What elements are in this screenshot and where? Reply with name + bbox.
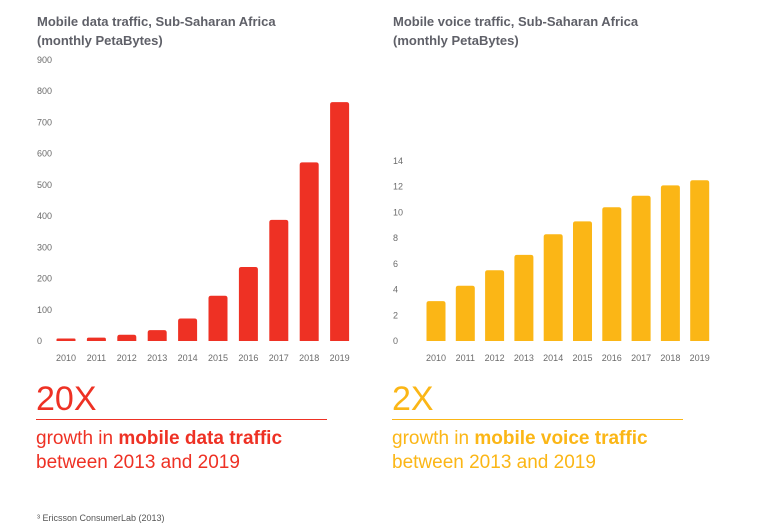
voice-x-tick-label: 2017 xyxy=(631,353,651,363)
voice-x-tick-label: 2015 xyxy=(572,353,592,363)
data-chart: 0 100 200 300 400 500 600 700 800 900 2010 2011 2012… xyxy=(37,55,350,363)
data-y-tick-label: 0 xyxy=(37,336,42,346)
data-y-tick-label: 500 xyxy=(37,180,52,190)
data-bar-2014 xyxy=(178,318,198,341)
voice-bar-2019 xyxy=(690,180,710,341)
voice-bar-2017 xyxy=(631,195,651,341)
data-x-tick-label: 2018 xyxy=(299,353,319,363)
data-x-tick-label: 2017 xyxy=(269,353,289,363)
voice-bar-2010 xyxy=(426,301,446,341)
data-y-tick-label: 700 xyxy=(37,117,52,127)
data-caption-prefix: growth in xyxy=(36,428,119,449)
voice-callout-divider xyxy=(392,419,683,420)
voice-bar-2018 xyxy=(660,185,680,341)
voice-chart-title-line1: Mobile voice traffic, Sub-Saharan Africa xyxy=(393,14,639,29)
voice-y-tick-label: 6 xyxy=(393,259,398,269)
voice-x-tick-label: 2014 xyxy=(543,353,563,363)
data-x-tick-label: 2014 xyxy=(178,353,198,363)
voice-x-tick-label: 2016 xyxy=(602,353,622,363)
data-y-tick-label: 900 xyxy=(37,55,52,65)
data-callout-divider xyxy=(36,419,327,420)
voice-bar-2015 xyxy=(573,221,592,341)
data-bar-2010 xyxy=(56,338,76,341)
voice-bar-2013 xyxy=(514,254,534,341)
voice-caption-highlight: mobile voice traffic xyxy=(474,428,648,449)
data-y-tick-label: 200 xyxy=(37,274,52,284)
voice-chart-title-line2: (monthly PetaBytes) xyxy=(393,33,519,48)
footnote: ³ Ericsson ConsumerLab (2013) xyxy=(37,513,165,523)
data-x-tick-label: 2013 xyxy=(147,353,167,363)
voice-y-tick-label: 0 xyxy=(393,336,398,346)
voice-y-tick-label: 8 xyxy=(393,233,398,243)
voice-chart-title: Mobile voice traffic, Sub-Saharan Africa… xyxy=(393,12,638,50)
voice-x-tick-label: 2011 xyxy=(456,353,475,363)
data-x-tick-label: 2011 xyxy=(87,353,106,363)
voice-growth-caption: growth in mobile voice traffic between 2… xyxy=(392,427,648,475)
data-bar-2018 xyxy=(299,162,319,341)
data-y-tick-label: 400 xyxy=(37,211,52,221)
voice-bar-2011 xyxy=(455,285,475,341)
data-y-tick-label: 300 xyxy=(37,242,52,252)
data-x-tick-label: 2016 xyxy=(238,353,258,363)
data-bar-2017 xyxy=(269,219,289,341)
data-caption-line2: between 2013 and 2019 xyxy=(36,452,240,473)
data-y-tick-label: 800 xyxy=(37,86,52,96)
voice-x-tick-label: 2010 xyxy=(426,353,446,363)
data-x-tick-label: 2019 xyxy=(330,353,350,363)
voice-y-tick-label: 12 xyxy=(393,182,403,192)
data-bar-2013 xyxy=(147,330,167,341)
data-growth-multiplier: 20X xyxy=(36,380,97,418)
voice-bar-2014 xyxy=(543,234,563,341)
voice-growth-multiplier: 2X xyxy=(392,380,434,418)
voice-bar-2016 xyxy=(602,207,622,341)
voice-y-tick-label: 2 xyxy=(393,310,398,320)
data-caption-highlight: mobile data traffic xyxy=(118,428,283,449)
voice-chart: 0 2 4 6 8 10 12 14 2010 2011 2012 2013 2014 2015 2016 2… xyxy=(393,156,710,363)
data-chart-title-line1: Mobile data traffic, Sub-Saharan Africa xyxy=(37,14,276,29)
voice-x-tick-label: 2013 xyxy=(514,353,534,363)
data-y-tick-label: 100 xyxy=(37,305,52,315)
data-x-tick-label: 2015 xyxy=(208,353,228,363)
data-y-tick-label: 600 xyxy=(37,149,52,159)
data-growth-caption: growth in mobile data traffic between 20… xyxy=(36,427,282,475)
data-bar-2016 xyxy=(238,267,258,341)
voice-y-tick-label: 14 xyxy=(393,156,403,166)
voice-x-tick-label: 2019 xyxy=(690,353,710,363)
voice-x-tick-label: 2018 xyxy=(660,353,680,363)
voice-x-tick-label: 2012 xyxy=(485,353,505,363)
voice-caption-line2: between 2013 and 2019 xyxy=(392,452,596,473)
data-x-tick-label: 2010 xyxy=(56,353,76,363)
data-bar-2012 xyxy=(117,334,137,341)
voice-caption-prefix: growth in xyxy=(392,428,475,449)
voice-bar-2012 xyxy=(485,270,505,341)
data-x-tick-label: 2012 xyxy=(117,353,137,363)
data-chart-title: Mobile data traffic, Sub-Saharan Africa … xyxy=(37,12,276,50)
voice-y-tick-label: 10 xyxy=(393,207,403,217)
data-bar-2015 xyxy=(208,295,228,341)
data-bar-2011 xyxy=(86,337,106,341)
data-bar-2019 xyxy=(330,102,350,342)
voice-y-tick-label: 4 xyxy=(393,285,398,295)
data-chart-title-line2: (monthly PetaBytes) xyxy=(37,33,163,48)
